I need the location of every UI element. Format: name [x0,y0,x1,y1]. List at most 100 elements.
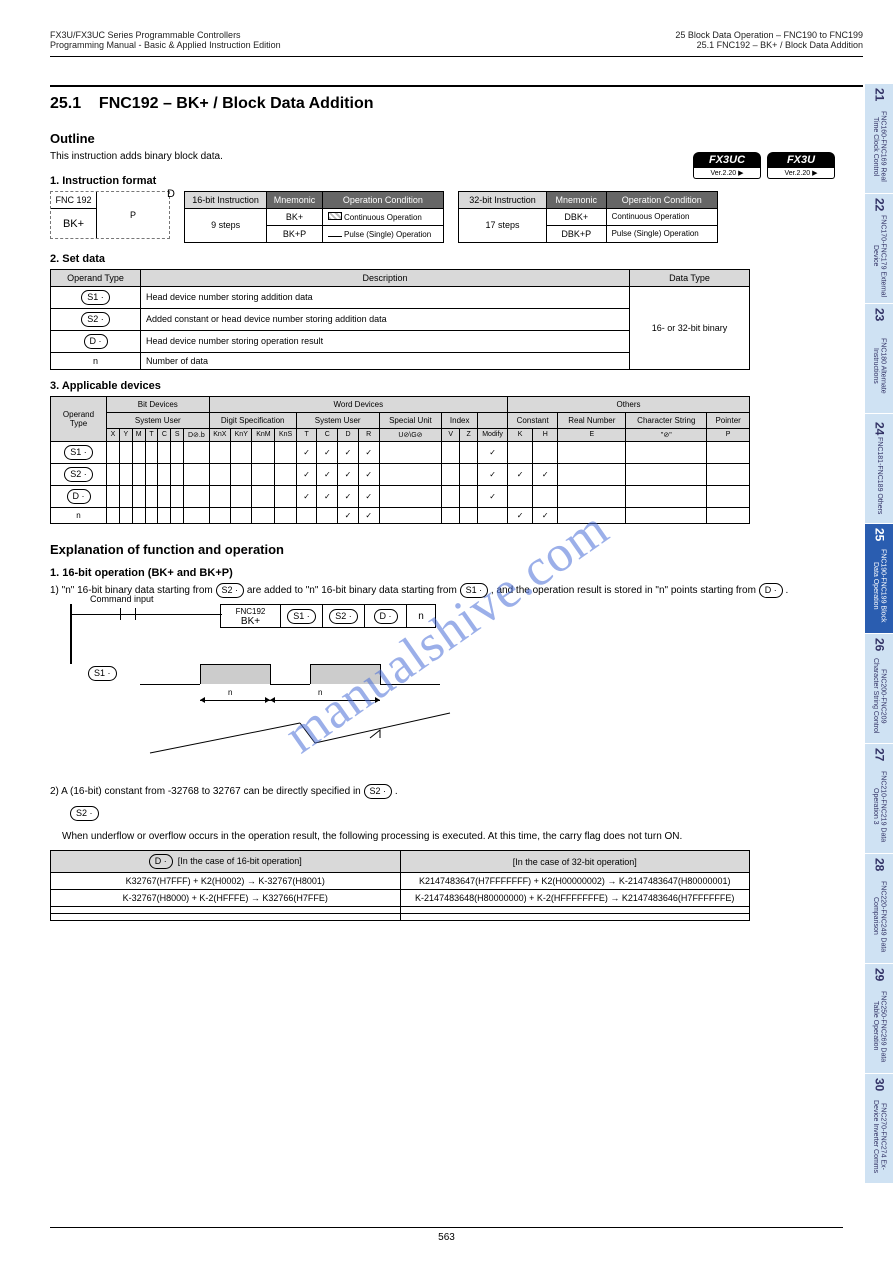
side-tab-number: 23 [872,308,885,321]
ad-col: KnX [209,428,230,441]
ad-cell [626,463,707,485]
side-tabs: 21FNC160-FNC169 Real Time Clock Control2… [865,84,893,1184]
ad-cell [275,441,296,463]
exp-s2-3-row: S2 · [70,806,863,822]
ad-cell [707,463,750,485]
ad-cell [119,485,132,507]
ad-cell [184,507,209,523]
ad-cell [252,463,275,485]
ad-sh-const: Constant [508,412,558,428]
header-rule [50,56,863,57]
ad-cell [132,463,145,485]
ad-s1: S1 · [64,445,93,460]
ad-cell [119,441,132,463]
ad-cell [209,441,230,463]
ov-r2-c1: K-32767(H8000) + K-2(HFFFE) → K32766(H7F… [51,890,401,907]
ad-col: K [508,428,533,441]
ad-cell [171,463,184,485]
section-rule [50,85,863,87]
ad-col: Y [119,428,132,441]
sd-r1-desc: Head device number storing addition data [141,286,630,308]
timing-slope [140,708,460,768]
ad-cell [626,485,707,507]
ad-h-word: Word Devices [209,396,507,412]
side-tab[interactable]: 22FNC170-FNC179 External Device [865,194,893,304]
ad-cell [158,463,171,485]
side-tab[interactable]: 21FNC160-FNC169 Real Time Clock Control [865,84,893,194]
exp-s2-2: S2 · [364,784,393,799]
ad-cell [132,507,145,523]
side-tab[interactable]: 27FNC210-FNC219 Data Operation 3 [865,744,893,854]
ad-cell: ✓ [358,441,379,463]
ad-cell [379,507,442,523]
side-tab[interactable]: 24FNC181-FNC189 Others [865,414,893,524]
header-right-line2: 25.1 FNC192 – BK+ / Block Data Addition [675,40,863,50]
header-left-line1: FX3U/FX3UC Series Programmable Controlle… [50,30,675,40]
t32-head: 32-bit Instruction [459,191,547,208]
ad-d: D · [67,489,91,504]
ad-h-optype: Operand Type [51,396,107,441]
timing-n2: n [318,688,322,697]
ad-sh-index: Index [442,412,478,428]
plc-badges: FX3UC Ver.2.20 ▶ FX3U Ver.2.20 ▶ [693,152,835,179]
format-table-16bit: 16-bit Instruction Mnemonic Operation Co… [184,191,444,243]
side-tab-number: 22 [872,198,885,211]
ad-h-other: Others [508,396,750,412]
side-tab[interactable]: 30FNC270-FNC274 Ex-Device Inverter Comms [865,1074,893,1184]
ad-col: KnS [275,428,296,441]
ad-cell [442,507,460,523]
ad-cell [145,485,158,507]
header-right: 25 Block Data Operation – FNC190 to FNC1… [675,30,863,50]
ad-cell: ✓ [478,463,508,485]
side-tab[interactable]: 26FNC200-FNC209 Character String Control [865,634,893,744]
page: FX3U/FX3UC Series Programmable Controlle… [0,0,893,1263]
badge-fx3u-bot: Ver.2.20 ▶ [767,168,835,179]
side-tab[interactable]: 25FNC190-FNC199 Block Data Operation [865,524,893,634]
ad-cell: ✓ [508,507,533,523]
side-tab[interactable]: 28FNC220-FNC249 Data Comparison [865,854,893,964]
side-tab-label: FNC210-FNC219 Data Operation 3 [871,763,886,849]
ad-col: R [358,428,379,441]
ad-cell [626,507,707,523]
header-left: FX3U/FX3UC Series Programmable Controlle… [50,30,675,50]
ad-cell [508,485,533,507]
ladder-diagram: Command input FNC192 BK+ S1 · S2 · D · n [70,604,500,664]
ad-sh-real: Real Number [558,412,626,428]
sd-r2-desc: Added constant or head device number sto… [141,308,630,330]
ad-cell: ✓ [338,485,359,507]
ad-cell: ✓ [478,485,508,507]
exp-s2: S2 · [216,583,245,598]
side-tab-label: FNC250-FNC269 Data Table Operation [871,983,886,1069]
t16-r2-m: BK+P [267,225,323,242]
t16-r2-o: Pulse (Single) Operation [344,230,431,239]
ad-cell: ✓ [358,463,379,485]
ad-col: C [317,428,338,441]
ad-cell [132,441,145,463]
side-tab-number: 21 [872,88,885,101]
side-tab[interactable]: 23FNC180 Alternate Instructions [865,304,893,414]
sd-r4-desc: Number of data [141,352,630,369]
ad-cell [158,441,171,463]
ad-cell [558,441,626,463]
ad-sh-digit: Digit Specification [209,412,296,428]
exp-d: D · [759,583,783,598]
section-title: 25.1 FNC192 – BK+ / Block Data Addition [50,95,863,113]
ov-r4-c1 [51,914,401,921]
ad-cell [252,485,275,507]
ad-cell: ✓ [317,485,338,507]
ad-cell: ✓ [358,485,379,507]
ad-col: E [558,428,626,441]
ad-cell [119,463,132,485]
ad-col: D [338,428,359,441]
timing-diagram: S1 · n n [140,664,560,774]
ad-n: n [51,507,107,523]
ad-cell [231,463,252,485]
side-tab[interactable]: 29FNC250-FNC269 Data Table Operation [865,964,893,1074]
ad-cell [460,507,478,523]
ad-col: T [296,428,317,441]
side-tab-number: 30 [872,1078,885,1091]
exp-s1: S1 · [460,583,489,598]
page-number: 563 [438,1232,455,1243]
t16-head: 16-bit Instruction [185,191,267,208]
ad-cell [442,463,460,485]
